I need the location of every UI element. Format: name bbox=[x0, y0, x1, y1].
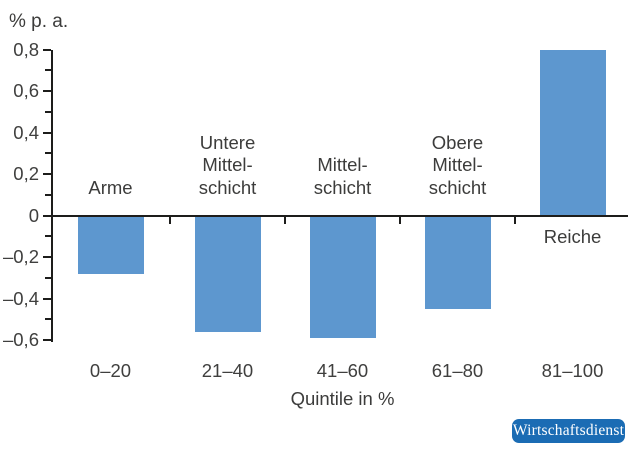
y-tick-label: 0,2 bbox=[13, 163, 39, 184]
x-boundary-tick bbox=[514, 216, 516, 224]
y-tick-label: 0,6 bbox=[13, 80, 39, 101]
bar-21–40 bbox=[194, 215, 261, 332]
y-tick-minor bbox=[45, 235, 51, 238]
y-tick-major bbox=[43, 173, 51, 175]
y-tick-label: 0,8 bbox=[13, 38, 39, 60]
bar-61–80 bbox=[424, 215, 491, 309]
y-tick-minor bbox=[45, 110, 51, 113]
brand-badge: Wirtschaftsdienst bbox=[512, 419, 625, 443]
category-label-61–80: Obere Mittel- schicht bbox=[428, 131, 487, 198]
y-tick-minor bbox=[45, 69, 51, 72]
bar-0–20 bbox=[77, 215, 144, 274]
x-tick-label: 0–20 bbox=[89, 360, 132, 381]
y-tick-label: 0,4 bbox=[13, 121, 39, 143]
category-label-21–40: Untere Mittel- schicht bbox=[198, 131, 257, 198]
category-label-0–20: Arme bbox=[88, 176, 133, 198]
x-axis-line bbox=[51, 214, 628, 217]
y-tick-major bbox=[43, 48, 51, 51]
x-axis-title: Quintile in % bbox=[290, 388, 395, 409]
y-tick-label: 0 bbox=[28, 204, 39, 226]
x-boundary-tick bbox=[284, 216, 286, 224]
y-tick-minor bbox=[45, 152, 51, 155]
x-boundary-tick bbox=[399, 216, 401, 224]
x-boundary-tick bbox=[169, 216, 171, 224]
y-axis-line bbox=[51, 49, 53, 342]
y-tick-major bbox=[43, 214, 51, 217]
y-tick-major bbox=[43, 256, 51, 258]
y-tick-major bbox=[43, 297, 51, 300]
y-tick-minor bbox=[45, 276, 51, 279]
y-axis-title: % p. a. bbox=[9, 11, 69, 32]
x-tick-label: 21–40 bbox=[201, 360, 254, 381]
y-tick-label: –0,4 bbox=[2, 287, 39, 309]
y-tick-label: –0,2 bbox=[2, 246, 39, 267]
x-tick-label: 41–60 bbox=[316, 360, 369, 381]
y-tick-major bbox=[43, 90, 51, 92]
y-tick-minor bbox=[45, 193, 51, 196]
y-tick-major bbox=[43, 131, 51, 134]
y-tick-minor bbox=[45, 318, 51, 321]
category-label-81–100: Reiche bbox=[543, 226, 602, 247]
y-tick-major bbox=[43, 339, 51, 341]
x-tick-label: 61–80 bbox=[431, 360, 484, 381]
bar-41–60 bbox=[309, 215, 376, 338]
x-tick-label: 81–100 bbox=[541, 360, 604, 381]
brand-label: Wirtschaftsdienst bbox=[512, 422, 625, 439]
category-label-41–60: Mittel- schicht bbox=[313, 154, 372, 198]
y-tick-label: –0,6 bbox=[2, 329, 39, 350]
bar-81–100 bbox=[539, 49, 606, 216]
